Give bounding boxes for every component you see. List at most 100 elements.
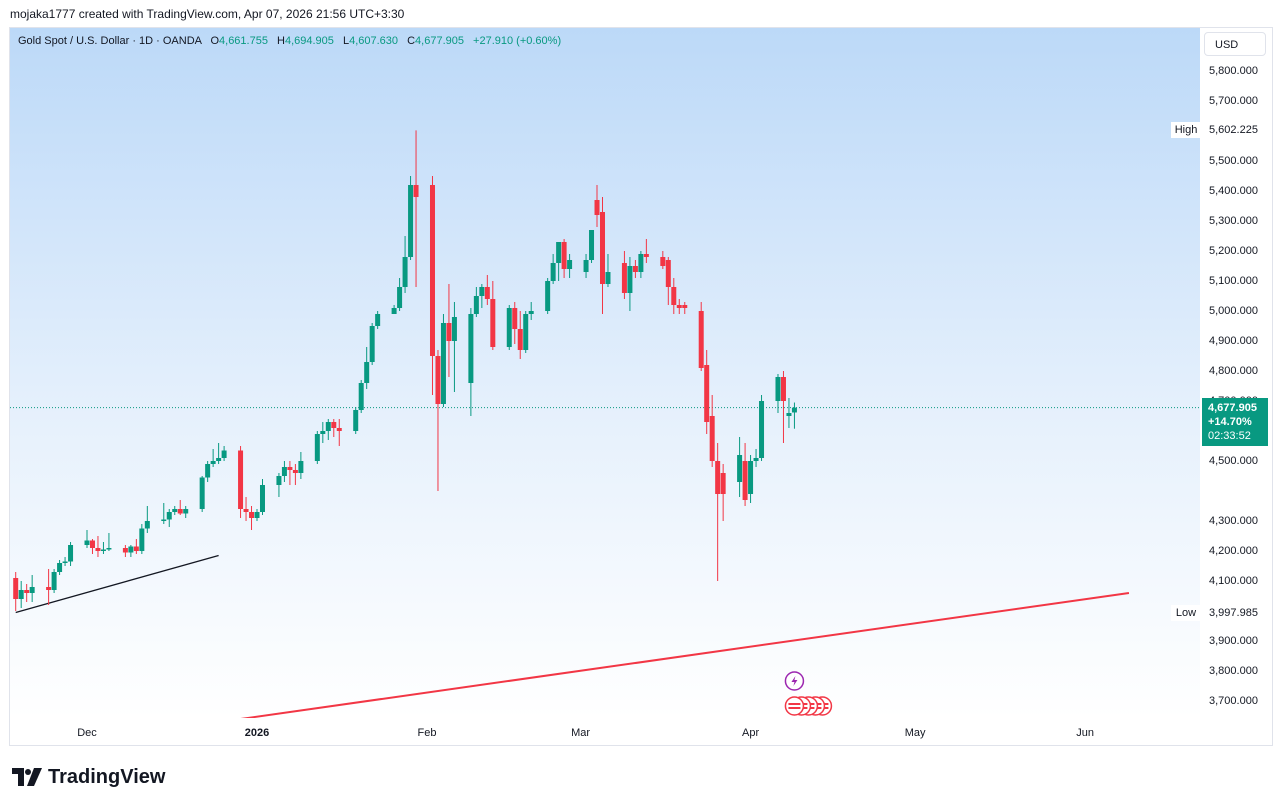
price-tick-label: 5,000.000 [1209, 305, 1258, 317]
candle-body [336, 428, 342, 431]
candle-body [429, 185, 435, 356]
candle-body [238, 450, 244, 509]
candle-body [133, 546, 139, 551]
candle-body [314, 434, 320, 461]
candle-body [106, 548, 112, 550]
high-value: 4,694.905 [284, 35, 334, 47]
candle-body [325, 422, 331, 431]
candle-body [259, 485, 265, 512]
us-flag-event-icon [784, 696, 805, 716]
price-tick-label: 3,900.000 [1209, 635, 1258, 647]
candle-body [468, 314, 474, 383]
candle-body [100, 549, 106, 551]
change-value: +27.910 (+0.60%) [473, 35, 562, 47]
candle-body [561, 242, 567, 269]
tradingview-logo-icon [12, 768, 42, 786]
candle-body [62, 561, 68, 563]
price-tick-label: 5,200.000 [1209, 245, 1258, 257]
candle-body [358, 383, 364, 410]
high-label: High [1171, 122, 1201, 138]
candle-body [243, 509, 249, 512]
last-price-change: +14.70% [1208, 416, 1252, 428]
candle-body [29, 587, 35, 593]
candle-body [479, 287, 485, 296]
candle-body [139, 528, 145, 551]
price-tick-label: 4,800.000 [1209, 365, 1258, 377]
price-tick-label: 4,200.000 [1209, 545, 1258, 557]
candle-body [484, 287, 490, 299]
candle-body [276, 476, 282, 485]
candle-body [490, 299, 496, 347]
candle-body [397, 287, 403, 308]
high-key: H [277, 35, 285, 47]
flag-stripe [788, 703, 801, 705]
bar-countdown: 02:33:52 [1208, 430, 1251, 442]
price-tick-label: 4,300.000 [1209, 515, 1258, 527]
candle-body [89, 540, 95, 548]
candle-body [13, 578, 19, 599]
candle-body [643, 254, 649, 257]
candle-body [183, 509, 189, 514]
candle-body [709, 416, 715, 461]
time-tick-label: Mar [571, 727, 591, 739]
low-key: L [342, 35, 350, 47]
candle-body [166, 512, 172, 520]
candle-body [632, 266, 638, 272]
candle-body [660, 257, 666, 266]
time-axis[interactable] [10, 718, 1200, 745]
candle-body [523, 314, 529, 350]
price-tick-label: 4,500.000 [1209, 455, 1258, 467]
candle-body [528, 311, 534, 314]
close-key: C [407, 35, 416, 47]
low-label: Low [1171, 605, 1201, 621]
time-tick-label: 2026 [244, 727, 270, 739]
candle-body [51, 572, 57, 590]
candle-body [205, 464, 211, 478]
candle-body [605, 272, 611, 284]
price-axis[interactable] [1200, 28, 1272, 718]
candle-body [704, 365, 710, 422]
price-tick-label: 5,300.000 [1209, 215, 1258, 227]
candle-body [556, 242, 562, 263]
candle-body [402, 257, 408, 287]
candle-body [177, 509, 183, 514]
candle-body [292, 470, 298, 473]
last-price-tag: 4,677.905 +14.70% 02:33:52 [1202, 398, 1268, 446]
candle-body [512, 308, 518, 329]
candle-body [720, 473, 726, 494]
time-tick-label: Dec [77, 727, 97, 739]
candle-body [473, 296, 479, 314]
candle-body [676, 305, 682, 308]
low-value-label: 3,997.985 [1209, 607, 1258, 619]
plot-area[interactable] [10, 28, 1200, 718]
time-tick-label: Apr [742, 727, 760, 739]
candle-body [221, 450, 227, 458]
candle-body [737, 455, 743, 482]
candle-body [671, 287, 677, 305]
candle-body [172, 509, 178, 512]
candle-body [161, 519, 167, 521]
candle-body [84, 540, 90, 545]
currency-button[interactable]: USD [1204, 32, 1266, 56]
flag-stripe [788, 707, 801, 709]
chart-credit: mojaka1777 created with TradingView.com,… [10, 7, 405, 21]
candle-body [506, 308, 512, 347]
candle-body [627, 266, 633, 293]
candlestick-chart[interactable] [10, 28, 1200, 718]
candle-body [451, 317, 457, 341]
candle-body [583, 260, 589, 272]
time-tick-label: Feb [417, 727, 437, 739]
candle-body [780, 377, 786, 401]
candle-body [545, 281, 551, 311]
price-tick-label: 5,500.000 [1209, 155, 1258, 167]
candle-body [210, 461, 216, 464]
low-value: 4,607.630 [349, 35, 399, 47]
tradingview-logo[interactable]: TradingView [12, 765, 165, 789]
candle-body [364, 362, 370, 383]
candle-body [216, 458, 222, 461]
candle-body [331, 422, 337, 428]
candle-body [413, 185, 419, 197]
price-tick-label: 5,400.000 [1209, 185, 1258, 197]
candle-body [281, 467, 287, 476]
candle-body [128, 546, 134, 553]
